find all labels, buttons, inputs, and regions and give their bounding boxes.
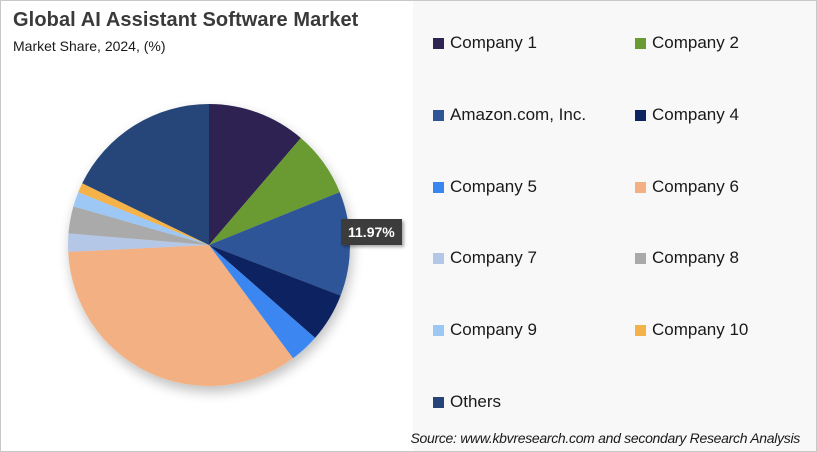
pie-slice-company-1[interactable] (209, 104, 301, 245)
legend-item-company-4[interactable]: Company 4 (635, 105, 739, 125)
legend-panel: Company 1 Company 2 Amazon.com, Inc. Com… (413, 1, 816, 451)
legend-item-company-8[interactable]: Company 8 (635, 248, 739, 268)
legend-label: Company 8 (652, 248, 739, 267)
legend-label: Company 5 (450, 177, 537, 196)
legend-label: Company 7 (450, 248, 537, 267)
legend-swatch-icon (433, 396, 444, 408)
legend-item-others[interactable]: Others (433, 392, 501, 412)
legend-item-amazon[interactable]: Amazon.com, Inc. (433, 105, 586, 125)
pie-slice-company-10[interactable] (78, 183, 209, 245)
legend-label: Amazon.com, Inc. (450, 105, 587, 124)
pie-slice-amazon-com-inc[interactable] (209, 192, 351, 296)
pie-slice-company-7[interactable] (67, 233, 210, 252)
pie-slices (67, 103, 351, 386)
pie-chart (41, 81, 381, 411)
pie-slice-company-8[interactable] (68, 206, 209, 245)
legend-swatch-icon (635, 109, 646, 121)
legend-swatch-icon (635, 324, 646, 336)
amazon-data-label: 11.97% (341, 219, 402, 245)
legend-swatch-icon (635, 252, 646, 264)
legend-label: Company 10 (652, 320, 749, 339)
chart-subtitle: Market Share, 2024, (%) (13, 38, 166, 54)
legend-label: Company 6 (652, 177, 739, 196)
legend-swatch-icon (433, 181, 444, 193)
pie-slice-company-4[interactable] (209, 245, 341, 338)
legend-swatch-icon (635, 37, 646, 49)
legend-item-company-6[interactable]: Company 6 (635, 177, 739, 197)
legend-item-company-5[interactable]: Company 5 (433, 177, 537, 197)
legend-label: Company 1 (450, 33, 537, 52)
legend-label: Company 2 (652, 33, 739, 52)
legend-item-company-1[interactable]: Company 1 (433, 33, 537, 53)
legend-swatch-icon (433, 109, 444, 121)
legend-swatch-icon (635, 181, 646, 193)
pie-slice-company-9[interactable] (73, 192, 209, 245)
source-note: Source: www.kbvresearch.com and secondar… (410, 430, 800, 446)
legend-label: Company 9 (450, 320, 537, 339)
legend-swatch-icon (433, 324, 444, 336)
pie-slice-company-2[interactable] (209, 138, 340, 245)
pie-slice-others[interactable] (82, 103, 209, 245)
legend-item-company-7[interactable]: Company 7 (433, 248, 537, 268)
pie-slice-company-5[interactable] (209, 245, 316, 359)
chart-title: Global AI Assistant Software Market (13, 9, 359, 31)
legend-item-company-10[interactable]: Company 10 (635, 320, 748, 340)
pie-chart-svg (67, 103, 351, 386)
pie-slice-company-6[interactable] (68, 245, 294, 386)
legend-item-company-2[interactable]: Company 2 (635, 33, 739, 53)
legend-swatch-icon (433, 252, 444, 264)
legend-label: Others (450, 392, 502, 411)
legend-item-company-9[interactable]: Company 9 (433, 320, 537, 340)
legend-label: Company 4 (652, 105, 739, 124)
legend-swatch-icon (433, 37, 444, 49)
